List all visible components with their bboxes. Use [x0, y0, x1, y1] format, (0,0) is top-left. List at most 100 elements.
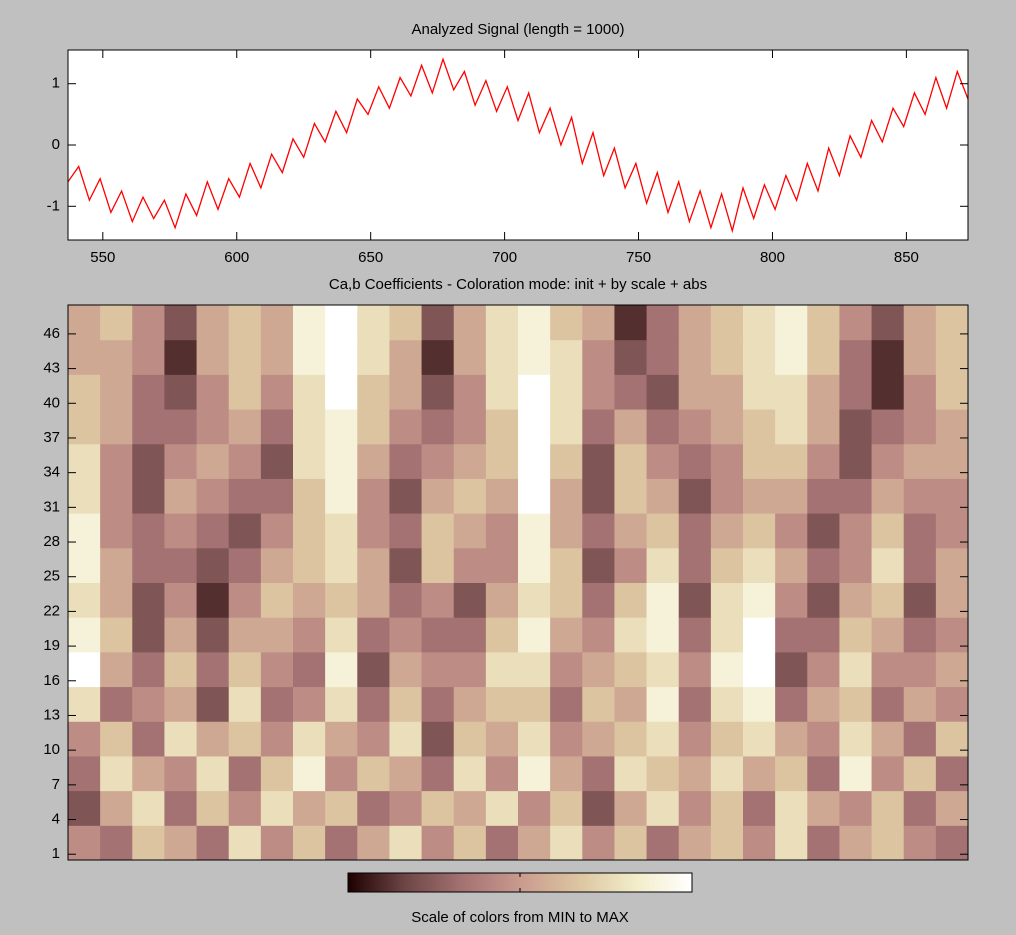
- y-tick-label: 16: [43, 672, 60, 689]
- heatmap-cell: [164, 443, 198, 479]
- heatmap-cell: [132, 409, 165, 445]
- heatmap-cell: [260, 617, 294, 653]
- y-tick-label: 22: [43, 602, 60, 619]
- heatmap-cell: [550, 478, 583, 514]
- heatmap-cell: [518, 617, 551, 653]
- heatmap-cell: [743, 686, 776, 722]
- heatmap-cell: [582, 513, 615, 549]
- heatmap-cell: [453, 443, 487, 479]
- heatmap-cell: [421, 513, 455, 549]
- heatmap-cell: [935, 617, 969, 653]
- heatmap-cell: [871, 582, 905, 618]
- heatmap-cell: [871, 374, 905, 410]
- heatmap-cell: [518, 651, 551, 688]
- heatmap-cell: [100, 339, 133, 375]
- heatmap-cell: [614, 339, 648, 375]
- heatmap-cell: [807, 547, 840, 583]
- heatmap-cell: [389, 305, 423, 341]
- heatmap-cell: [871, 721, 905, 757]
- heatmap-cell: [807, 721, 840, 757]
- y-tick-label: 1: [52, 845, 60, 862]
- heatmap-cell: [293, 790, 326, 826]
- y-tick-label: 19: [43, 637, 60, 654]
- heatmap-cell: [775, 582, 808, 618]
- heatmap-cell: [582, 825, 615, 861]
- heatmap-cell: [196, 443, 230, 479]
- heatmap-cell: [646, 790, 680, 826]
- heatmap-cell: [132, 374, 165, 410]
- heatmap-cell: [775, 305, 808, 341]
- heatmap-cell: [421, 721, 455, 757]
- y-tick-label: 40: [43, 394, 60, 411]
- heatmap-cell: [164, 825, 198, 861]
- heatmap-cell: [775, 686, 808, 722]
- heatmap-cell: [357, 513, 390, 549]
- heatmap-cell: [228, 339, 262, 375]
- heatmap-cell: [903, 374, 937, 410]
- heatmap-cell: [453, 617, 487, 653]
- y-tick-label: 43: [43, 360, 60, 377]
- heatmap-cell: [164, 617, 198, 653]
- heatmap-cell: [582, 547, 615, 583]
- heatmap-cell: [196, 617, 230, 653]
- heatmap-cell: [260, 374, 294, 410]
- heatmap-cell: [807, 513, 840, 549]
- heatmap-cell: [839, 443, 873, 479]
- heatmap-cell: [550, 513, 583, 549]
- heatmap-cell: [196, 755, 230, 792]
- heatmap-cell: [389, 721, 423, 757]
- heatmap-cell: [678, 721, 712, 757]
- heatmap-cell: [646, 651, 680, 688]
- heatmap-cell: [903, 478, 937, 514]
- heatmap-cell: [518, 790, 551, 826]
- heatmap-cell: [550, 790, 583, 826]
- axes-title: Analyzed Signal (length = 1000): [411, 21, 624, 38]
- heatmap-cell: [100, 547, 133, 583]
- heatmap-cell: [518, 547, 551, 583]
- heatmap-cell: [357, 686, 390, 722]
- heatmap-cell: [614, 721, 648, 757]
- heatmap-cell: [743, 651, 776, 688]
- heatmap-cell: [260, 443, 294, 479]
- heatmap-cell: [389, 478, 423, 514]
- heatmap-cell: [228, 755, 262, 792]
- heatmap-cell: [775, 790, 808, 826]
- heatmap-cell: [485, 582, 519, 618]
- heatmap-cell: [935, 582, 969, 618]
- heatmap-cell: [421, 790, 455, 826]
- heatmap-cell: [453, 721, 487, 757]
- heatmap-cell: [710, 409, 744, 445]
- heatmap-cell: [357, 755, 390, 792]
- heatmap-cell: [293, 374, 326, 410]
- heatmap-cell: [196, 547, 230, 583]
- heatmap-cell: [743, 825, 776, 861]
- y-tick-label: 34: [43, 464, 60, 481]
- heatmap-cell: [903, 547, 937, 583]
- heatmap-cell: [646, 825, 680, 861]
- heatmap-cell: [389, 443, 423, 479]
- heatmap-cell: [775, 409, 808, 445]
- heatmap-cell: [871, 547, 905, 583]
- heatmap-cell: [68, 513, 101, 549]
- heatmap-cell: [260, 339, 294, 375]
- heatmap-cell: [935, 547, 969, 583]
- heatmap-cell: [132, 755, 165, 792]
- heatmap-cell: [518, 825, 551, 861]
- heatmap-cell: [678, 339, 712, 375]
- heatmap-cell: [710, 617, 744, 653]
- heatmap-cell: [421, 374, 455, 410]
- heatmap-cell: [357, 409, 390, 445]
- heatmap-cell: [839, 547, 873, 583]
- heatmap-cell: [389, 825, 423, 861]
- heatmap-cell: [646, 443, 680, 479]
- heatmap-cell: [293, 686, 326, 722]
- heatmap-cell: [678, 374, 712, 410]
- heatmap-cell: [164, 513, 198, 549]
- heatmap-cell: [678, 305, 712, 341]
- heatmap-cell: [903, 721, 937, 757]
- heatmap-cell: [293, 443, 326, 479]
- heatmap-cell: [100, 478, 133, 514]
- heatmap-cell: [646, 686, 680, 722]
- heatmap-cell: [68, 305, 101, 341]
- heatmap-cell: [678, 409, 712, 445]
